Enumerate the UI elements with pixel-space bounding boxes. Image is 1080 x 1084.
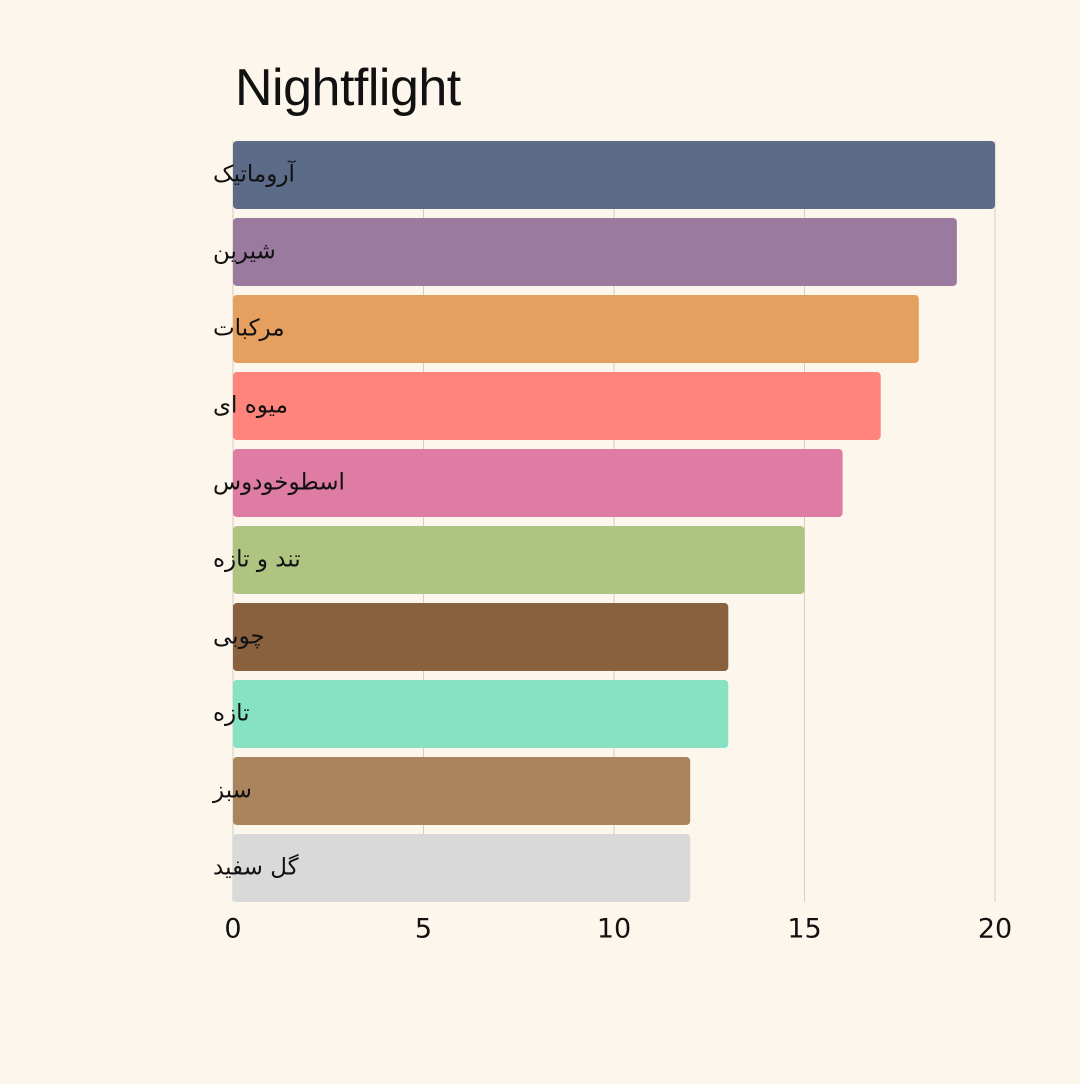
bar-3 xyxy=(233,372,881,440)
x-tick-label-1: 5 xyxy=(415,914,432,945)
bar-5 xyxy=(233,526,805,594)
y-tick-label-7: تازه xyxy=(213,701,250,727)
bar-7 xyxy=(233,680,729,748)
y-tick-label-2: مرکبات xyxy=(213,316,285,342)
x-tick-label-3: 15 xyxy=(787,914,821,945)
chart-title: Nightflight xyxy=(235,59,461,117)
x-tick-label-4: 20 xyxy=(978,914,1012,945)
bar-4 xyxy=(233,449,843,517)
y-tick-label-9: گل سفید xyxy=(213,854,299,881)
bar-1 xyxy=(233,218,957,286)
y-tick-label-4: اسطوخودوس xyxy=(213,470,345,496)
y-tick-label-8: سبز xyxy=(212,778,252,804)
y-tick-label-5: تند و تازه xyxy=(213,547,301,573)
y-tick-label-3: میوه ای xyxy=(213,393,288,419)
bar-9 xyxy=(233,834,691,902)
y-tick-label-1: شیرین xyxy=(213,239,276,265)
bar-0 xyxy=(233,141,995,209)
bar-2 xyxy=(233,295,919,363)
bar-8 xyxy=(233,757,691,825)
y-tick-label-0: آروماتیک xyxy=(213,160,296,188)
y-tick-label-6: چوبی xyxy=(213,624,265,650)
x-tick-label-0: 0 xyxy=(224,914,241,945)
x-tick-label-2: 10 xyxy=(597,914,631,945)
bar-6 xyxy=(233,603,729,671)
